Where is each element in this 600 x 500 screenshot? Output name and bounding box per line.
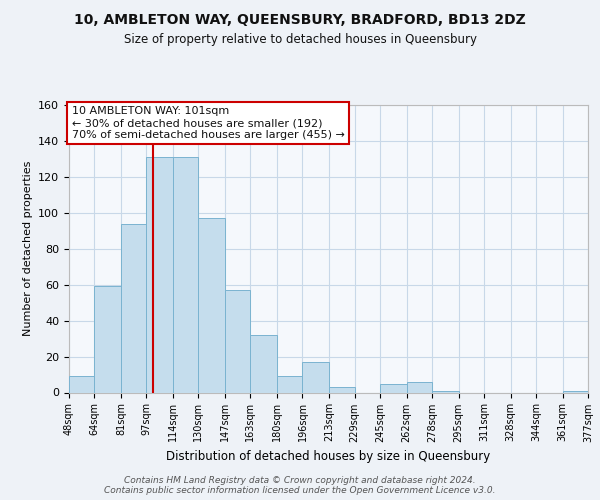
Bar (407, 382, 432, 392)
Bar (380, 384, 407, 392)
Bar (329, 387, 355, 392)
Bar (250, 335, 277, 392)
Bar (94, 286, 121, 393)
Text: Size of property relative to detached houses in Queensbury: Size of property relative to detached ho… (124, 32, 476, 46)
Bar (302, 362, 329, 392)
Bar (277, 376, 302, 392)
Text: Contains HM Land Registry data © Crown copyright and database right 2024.
Contai: Contains HM Land Registry data © Crown c… (104, 476, 496, 495)
Bar (432, 390, 458, 392)
Text: 10 AMBLETON WAY: 101sqm
← 30% of detached houses are smaller (192)
70% of semi-d: 10 AMBLETON WAY: 101sqm ← 30% of detache… (71, 106, 344, 140)
Bar (563, 390, 588, 392)
Bar (121, 224, 146, 392)
Bar (173, 157, 199, 392)
Text: 10, AMBLETON WAY, QUEENSBURY, BRADFORD, BD13 2DZ: 10, AMBLETON WAY, QUEENSBURY, BRADFORD, … (74, 12, 526, 26)
Bar (146, 157, 173, 392)
Bar (199, 218, 225, 392)
Bar (225, 290, 250, 392)
X-axis label: Distribution of detached houses by size in Queensbury: Distribution of detached houses by size … (166, 450, 491, 463)
Bar (69, 376, 94, 392)
Y-axis label: Number of detached properties: Number of detached properties (23, 161, 32, 336)
